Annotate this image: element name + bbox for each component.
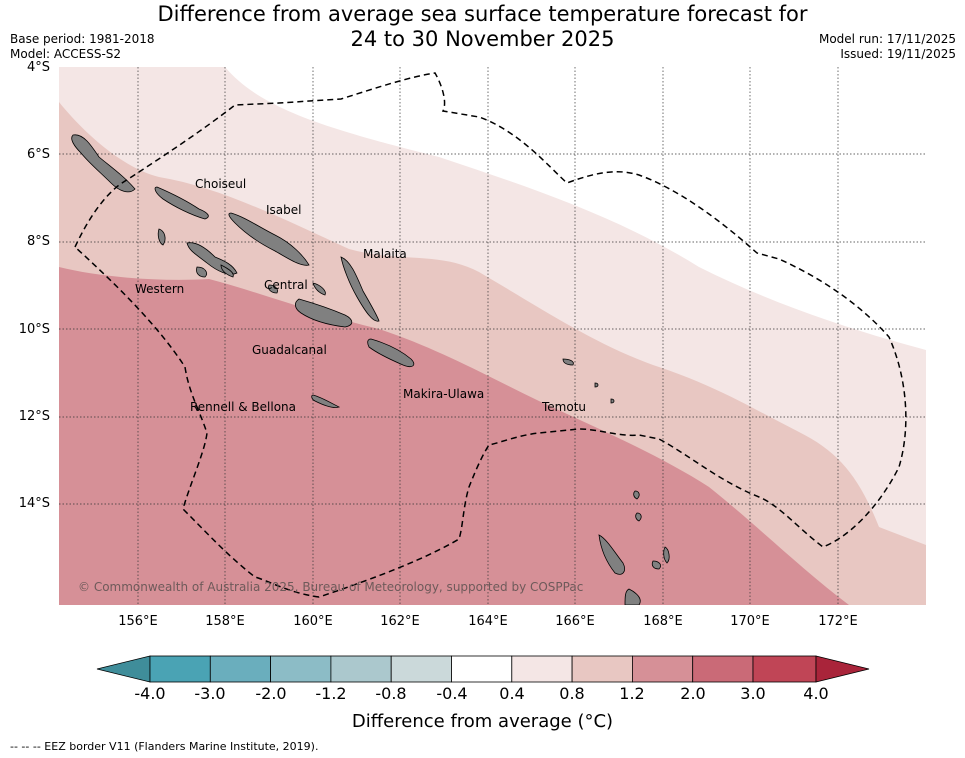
colorbar-bin-1	[149, 655, 211, 683]
colorbar-bin-9	[632, 655, 694, 683]
title-line-1: Difference from average sea surface temp…	[157, 2, 808, 26]
chart-title: Difference from average sea surface temp…	[0, 2, 965, 52]
colorbar-tick--2-0: -2.0	[255, 684, 287, 703]
colorbar-bin-3	[270, 655, 332, 683]
model-info: Base period: 1981-2018 Model: ACCESS-S2	[10, 32, 155, 62]
place-label-choiseul: Choiseul	[195, 177, 247, 191]
colorbar-tick-3-0: 3.0	[740, 684, 766, 703]
island-malaita-south	[312, 282, 326, 296]
colorbar-bin-8	[571, 655, 633, 683]
model-run-date: Model run: 17/11/2025	[818, 32, 956, 46]
island-banks-2	[635, 512, 642, 522]
place-label-guadalcanal: Guadalcanal	[252, 343, 327, 357]
lat-label-12s: 12°S	[18, 409, 50, 424]
island-kolombangara	[196, 266, 207, 278]
place-label-isabel: Isabel	[266, 203, 302, 217]
map-panel	[59, 67, 926, 605]
place-label-temotu: Temotu	[542, 400, 587, 414]
lon-label-170e: 170°E	[730, 614, 770, 629]
island-temotu-3	[610, 398, 615, 404]
eez-border	[74, 72, 907, 598]
colorbar-under-arrow	[96, 655, 151, 683]
map-svg	[59, 67, 926, 605]
island-vanuatu-2	[624, 588, 641, 605]
island-temotu-1	[562, 358, 574, 366]
colorbar-bin-2	[209, 655, 272, 683]
lon-label-162e: 162°E	[380, 614, 420, 629]
place-label-makira-ulawa: Makira-Ulawa	[403, 387, 485, 401]
graticule	[59, 67, 926, 605]
island-vanuatu-north	[598, 534, 625, 575]
colorbar-tick--1-2: -1.2	[315, 684, 347, 703]
colorbar-tick-2-0: 2.0	[680, 684, 706, 703]
title-line-2: 24 to 30 November 2025	[350, 27, 615, 51]
island-banks-1	[633, 490, 640, 500]
island-guadalcanal	[295, 298, 353, 328]
island-choiseul-south	[154, 186, 209, 220]
lon-label-158e: 158°E	[205, 614, 245, 629]
lon-label-166e: 166°E	[555, 614, 595, 629]
colorbar-tick-0-4: 0.4	[499, 684, 525, 703]
place-label-western: Western	[135, 282, 185, 296]
lat-label-14s: 14°S	[18, 496, 50, 511]
island-central	[268, 284, 278, 294]
island-western-small	[157, 228, 166, 246]
colorbar-over-arrow	[815, 655, 870, 683]
lat-label-8s: 8°S	[26, 234, 50, 249]
island-choiseul	[71, 134, 136, 193]
colorbar-bin-6	[451, 655, 513, 683]
land-masses	[71, 134, 670, 605]
colorbar-tick--4-0: -4.0	[134, 684, 166, 703]
lon-label-156e: 156°E	[118, 614, 158, 629]
base-period: Base period: 1981-2018	[10, 32, 155, 46]
island-new-georgia	[186, 242, 238, 275]
run-info: Model run: 17/11/2025 Issued: 19/11/2025	[819, 32, 956, 62]
island-vanuatu-4	[663, 546, 670, 564]
island-isabel	[228, 212, 310, 266]
colorbar-tick-0-8: 0.8	[559, 684, 585, 703]
lon-label-164e: 164°E	[468, 614, 508, 629]
colorbar-title: Difference from average (°C)	[351, 711, 614, 732]
colorbar-bin-10	[692, 655, 754, 683]
island-malaita	[340, 256, 380, 322]
place-label-central: Central	[264, 278, 308, 292]
colorbar-bin-5	[390, 655, 452, 683]
colorbar-tick--0-4: -0.4	[436, 684, 468, 703]
colorbar-bin-7	[511, 655, 573, 683]
colorbar-bin-11	[752, 655, 817, 683]
island-rendova	[220, 264, 234, 278]
lon-label-160e: 160°E	[293, 614, 333, 629]
place-label-malaita: Malaita	[363, 247, 407, 261]
lat-label-6s: 6°S	[26, 147, 50, 162]
island-temotu-2	[594, 382, 599, 388]
colorbar-tick-4-0: 4.0	[803, 684, 829, 703]
island-vanuatu-3	[651, 560, 661, 570]
lat-label-10s: 10°S	[18, 322, 50, 337]
eez-footnote: -- -- -- EEZ border V11 (Flanders Marine…	[10, 740, 319, 753]
anomaly-band-1-2	[59, 267, 849, 605]
issued-date: Issued: 19/11/2025	[840, 47, 956, 61]
copyright-notice: © Commonwealth of Australia 2025, Bureau…	[78, 580, 584, 594]
model-name: Model: ACCESS-S2	[10, 47, 122, 61]
colorbar-tick--3-0: -3.0	[194, 684, 226, 703]
lat-label-4s: 4°S	[26, 60, 50, 75]
island-rennell	[311, 394, 341, 408]
place-label-rennell-bellona: Rennell & Bellona	[190, 400, 297, 414]
colorbar-tick--0-8: -0.8	[375, 684, 407, 703]
colorbar-tick-1-2: 1.2	[619, 684, 645, 703]
lon-label-168e: 168°E	[643, 614, 683, 629]
colorbar-bin-4	[330, 655, 392, 683]
island-makira	[367, 338, 415, 367]
colorbar	[96, 655, 870, 683]
lon-label-172e: 172°E	[818, 614, 858, 629]
